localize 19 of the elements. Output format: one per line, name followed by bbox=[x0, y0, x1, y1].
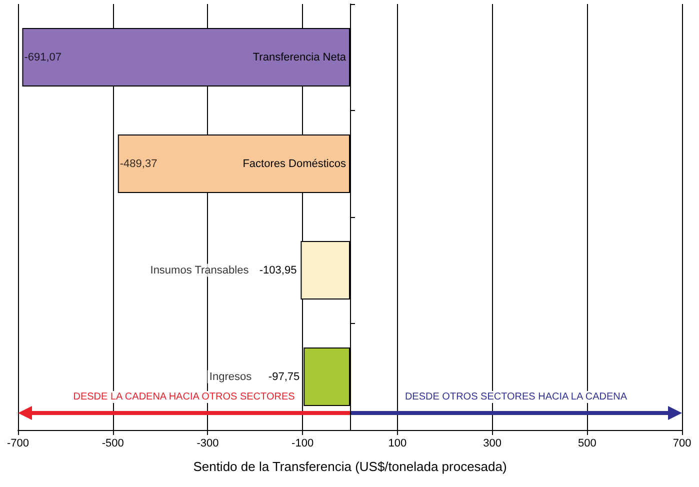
y-tick-label: Transferencia Neta bbox=[252, 51, 347, 64]
x-tick-label: 100 bbox=[388, 438, 407, 450]
x-tick-label: 500 bbox=[578, 438, 596, 450]
y-tick-label: Factores Domésticos bbox=[242, 158, 346, 170]
x-tick-label: 700 bbox=[672, 438, 692, 450]
x-tick-label: -300 bbox=[196, 438, 219, 450]
y-tick-label: Ingresos bbox=[209, 370, 252, 383]
x-tick-label: -100 bbox=[292, 438, 314, 450]
data-label: -97,75 bbox=[268, 370, 300, 383]
x-tick-label: -700 bbox=[6, 438, 30, 450]
data-label: -103,95 bbox=[259, 264, 297, 276]
data-label: -691,07 bbox=[24, 51, 62, 64]
y-tick-label: Insumos Transables bbox=[150, 264, 250, 276]
x-axis-title: Sentido de la Transferencia (US$/tonelada procesada) bbox=[193, 459, 507, 474]
x-tick-label: 300 bbox=[483, 438, 502, 450]
annotation: DESDE OTROS SECTORES HACIA LA CADENA bbox=[404, 392, 628, 402]
data-label: -489,37 bbox=[120, 158, 158, 170]
annotation: DESDE LA CADENA HACIA OTROS SECTORES bbox=[73, 392, 296, 402]
x-tick-label: -500 bbox=[102, 438, 124, 450]
